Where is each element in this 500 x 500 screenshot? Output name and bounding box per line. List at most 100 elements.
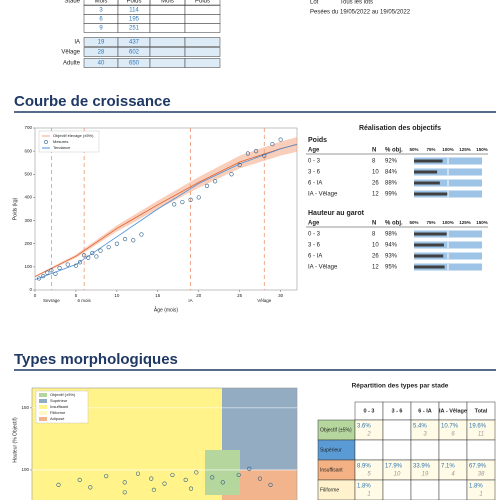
legend-swatch <box>44 140 48 144</box>
pct: 94% <box>385 243 398 249</box>
cell-count: 11 <box>478 432 484 438</box>
pct: 98% <box>385 232 398 238</box>
cell-count: 2 <box>366 432 371 438</box>
measure-point <box>122 236 128 242</box>
measure-point <box>270 142 275 147</box>
pct: 92% <box>385 159 398 165</box>
measure-point <box>245 151 250 156</box>
cell <box>382 439 412 461</box>
pct: 95% <box>385 265 398 271</box>
cell-value: 3 <box>99 8 103 14</box>
legend-label: Insuffisant <box>50 404 69 409</box>
milestone-label: Vêlage <box>257 298 272 303</box>
cell-count: 4 <box>451 472 455 478</box>
cell-count: 5 <box>367 472 371 478</box>
bullet-bar <box>414 243 444 247</box>
x-tick-label: 5 <box>75 293 78 298</box>
point <box>162 481 167 486</box>
measure-point <box>139 232 144 237</box>
point <box>210 475 215 480</box>
legend-swatch <box>39 411 47 415</box>
trend-line <box>34 143 298 280</box>
cell-value: 9 <box>99 26 103 32</box>
bullet-bar <box>414 265 445 269</box>
table-title: Répartition des types par stade <box>352 383 449 390</box>
scale-label: 150% <box>476 220 488 225</box>
cell <box>184 5 221 15</box>
x-tick-label: 15 <box>155 293 161 298</box>
legend-label: Objectif élevage (±5%) <box>53 133 94 138</box>
measure-point <box>204 183 210 188</box>
age: IA - Vêlage <box>308 265 338 271</box>
x-tick-label: 20 <box>196 293 202 298</box>
point <box>183 477 188 482</box>
count: 26 <box>372 181 379 187</box>
count: 10 <box>372 243 379 249</box>
cell-pct: 3.6% <box>357 424 371 430</box>
cell-value: 251 <box>129 26 140 32</box>
age: 0 - 3 <box>308 232 321 238</box>
pct: 93% <box>385 254 398 260</box>
measure-point <box>86 255 91 260</box>
cell-count: 19 <box>422 472 429 478</box>
y-tick-label: 0 <box>29 287 32 292</box>
cell <box>382 479 412 500</box>
column-header: Total <box>475 408 488 414</box>
legend-label: Adiposé <box>50 416 65 421</box>
row-label: Insuffisant <box>320 467 343 473</box>
cell-count: 1 <box>479 492 482 498</box>
measure-point <box>36 276 42 281</box>
legend-label: Mesures <box>53 139 68 144</box>
measure-point <box>65 262 70 267</box>
scale-label: 75% <box>426 220 435 225</box>
y-tick-label: 200 <box>24 241 32 246</box>
y-tick-label: 700 <box>24 125 32 130</box>
column-header: Stade <box>64 0 80 5</box>
point <box>268 482 273 487</box>
legend-swatch <box>39 399 47 403</box>
group-title: Poids <box>308 137 327 144</box>
column-header: Poids <box>195 0 210 5</box>
x-tick-label: 25 <box>237 293 243 298</box>
row-label: Filiforme <box>320 487 339 493</box>
y-tick-label: 150 <box>21 405 29 410</box>
stade: Adulte <box>63 61 81 67</box>
column-header: Age <box>308 221 320 227</box>
point <box>104 474 109 479</box>
header-cell <box>184 0 221 6</box>
measure-point <box>180 199 185 205</box>
meta-label: Pesées du <box>310 10 338 16</box>
y-tick-label: 500 <box>24 171 32 176</box>
cell-pct: 17.9% <box>385 464 403 470</box>
column-header: % obj. <box>385 221 403 227</box>
column-header: 6 - IA <box>418 408 431 414</box>
scale-label: 50% <box>409 220 418 225</box>
legend-label: Objectif (±5%) <box>50 392 76 397</box>
x-tick-label: 0 <box>34 293 37 298</box>
cell <box>149 5 186 15</box>
cell <box>149 14 186 24</box>
scale-label: 50% <box>409 147 418 152</box>
bullet-bar <box>414 254 444 258</box>
pct: 84% <box>385 170 398 176</box>
count: 26 <box>372 254 379 260</box>
measure-point <box>131 238 136 243</box>
measure-point <box>262 153 267 158</box>
point <box>247 466 252 471</box>
measure-point <box>45 270 50 275</box>
age: 3 - 6 <box>308 170 321 176</box>
section-title: Courbe de croissance <box>14 93 171 110</box>
age: 6 - IA <box>308 254 322 260</box>
cell-count: 6 <box>451 432 455 438</box>
measure-point <box>229 172 234 177</box>
cell-pct: 1.8% <box>357 484 371 490</box>
y-tick-label: 300 <box>24 218 32 223</box>
meta-value: Tous les lots <box>340 0 373 6</box>
cell-pct: 8.9% <box>357 464 371 470</box>
cell <box>184 37 221 47</box>
x-axis-label: Âge (mois) <box>154 306 179 313</box>
bullet-bar <box>414 181 440 185</box>
meta-value: 19/05/2022 au 19/05/2022 <box>340 10 411 16</box>
section-title: Types morphologiques <box>14 351 178 368</box>
